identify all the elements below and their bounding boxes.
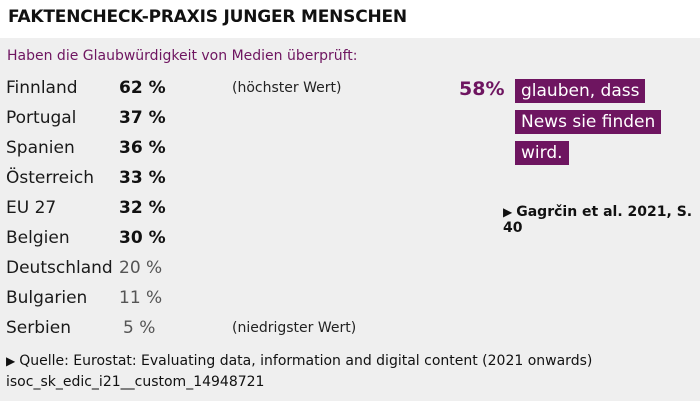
country-value: 62 % <box>119 78 166 98</box>
country-name: Bulgarien <box>6 288 88 308</box>
source-text: Quelle: Eurostat: Evaluating data, infor… <box>6 353 593 390</box>
callout-line: News sie finden <box>515 110 662 134</box>
country-name: Spanien <box>6 138 75 158</box>
country-name: Finnland <box>6 78 78 98</box>
title-bar: FAKTENCHECK-PRAXIS JUNGER MENSCHEN <box>0 0 700 38</box>
country-value: 32 % <box>119 198 166 218</box>
country-name: EU 27 <box>6 198 57 218</box>
country-value: 37 % <box>119 108 166 128</box>
callout-line: glauben, dass <box>515 79 646 103</box>
subtitle: Haben die Glaubwürdigkeit von Medien übe… <box>7 48 358 64</box>
country-value: 20 % <box>119 258 163 278</box>
country-value: 5 % <box>123 318 156 338</box>
country-value: 36 % <box>119 138 166 158</box>
citation-text: Gagrčin et al. 2021, S. 40 <box>503 204 693 236</box>
country-value: 33 % <box>119 168 166 188</box>
country-value: 30 % <box>119 228 166 248</box>
citation-link[interactable]: ▶ Gagrčin et al. 2021, S. 40 <box>503 204 700 236</box>
value-note: (höchster Wert) <box>232 80 342 96</box>
country-name: Österreich <box>6 168 94 188</box>
country-value: 11 % <box>119 288 163 308</box>
page-title: FAKTENCHECK-PRAXIS JUNGER MENSCHEN <box>8 7 407 27</box>
country-name: Belgien <box>6 228 70 248</box>
callout-line: wird. <box>515 141 569 165</box>
triangle-right-icon: ▶ <box>503 205 513 219</box>
triangle-right-icon: ▶ <box>6 354 16 368</box>
callout-percent: 58% <box>459 78 505 100</box>
country-name: Portugal <box>6 108 77 128</box>
source-link[interactable]: ▶ Quelle: Eurostat: Evaluating data, info… <box>6 351 694 393</box>
country-name: Serbien <box>6 318 71 338</box>
country-name: Deutschland <box>6 258 113 278</box>
value-note: (niedrigster Wert) <box>232 320 357 336</box>
